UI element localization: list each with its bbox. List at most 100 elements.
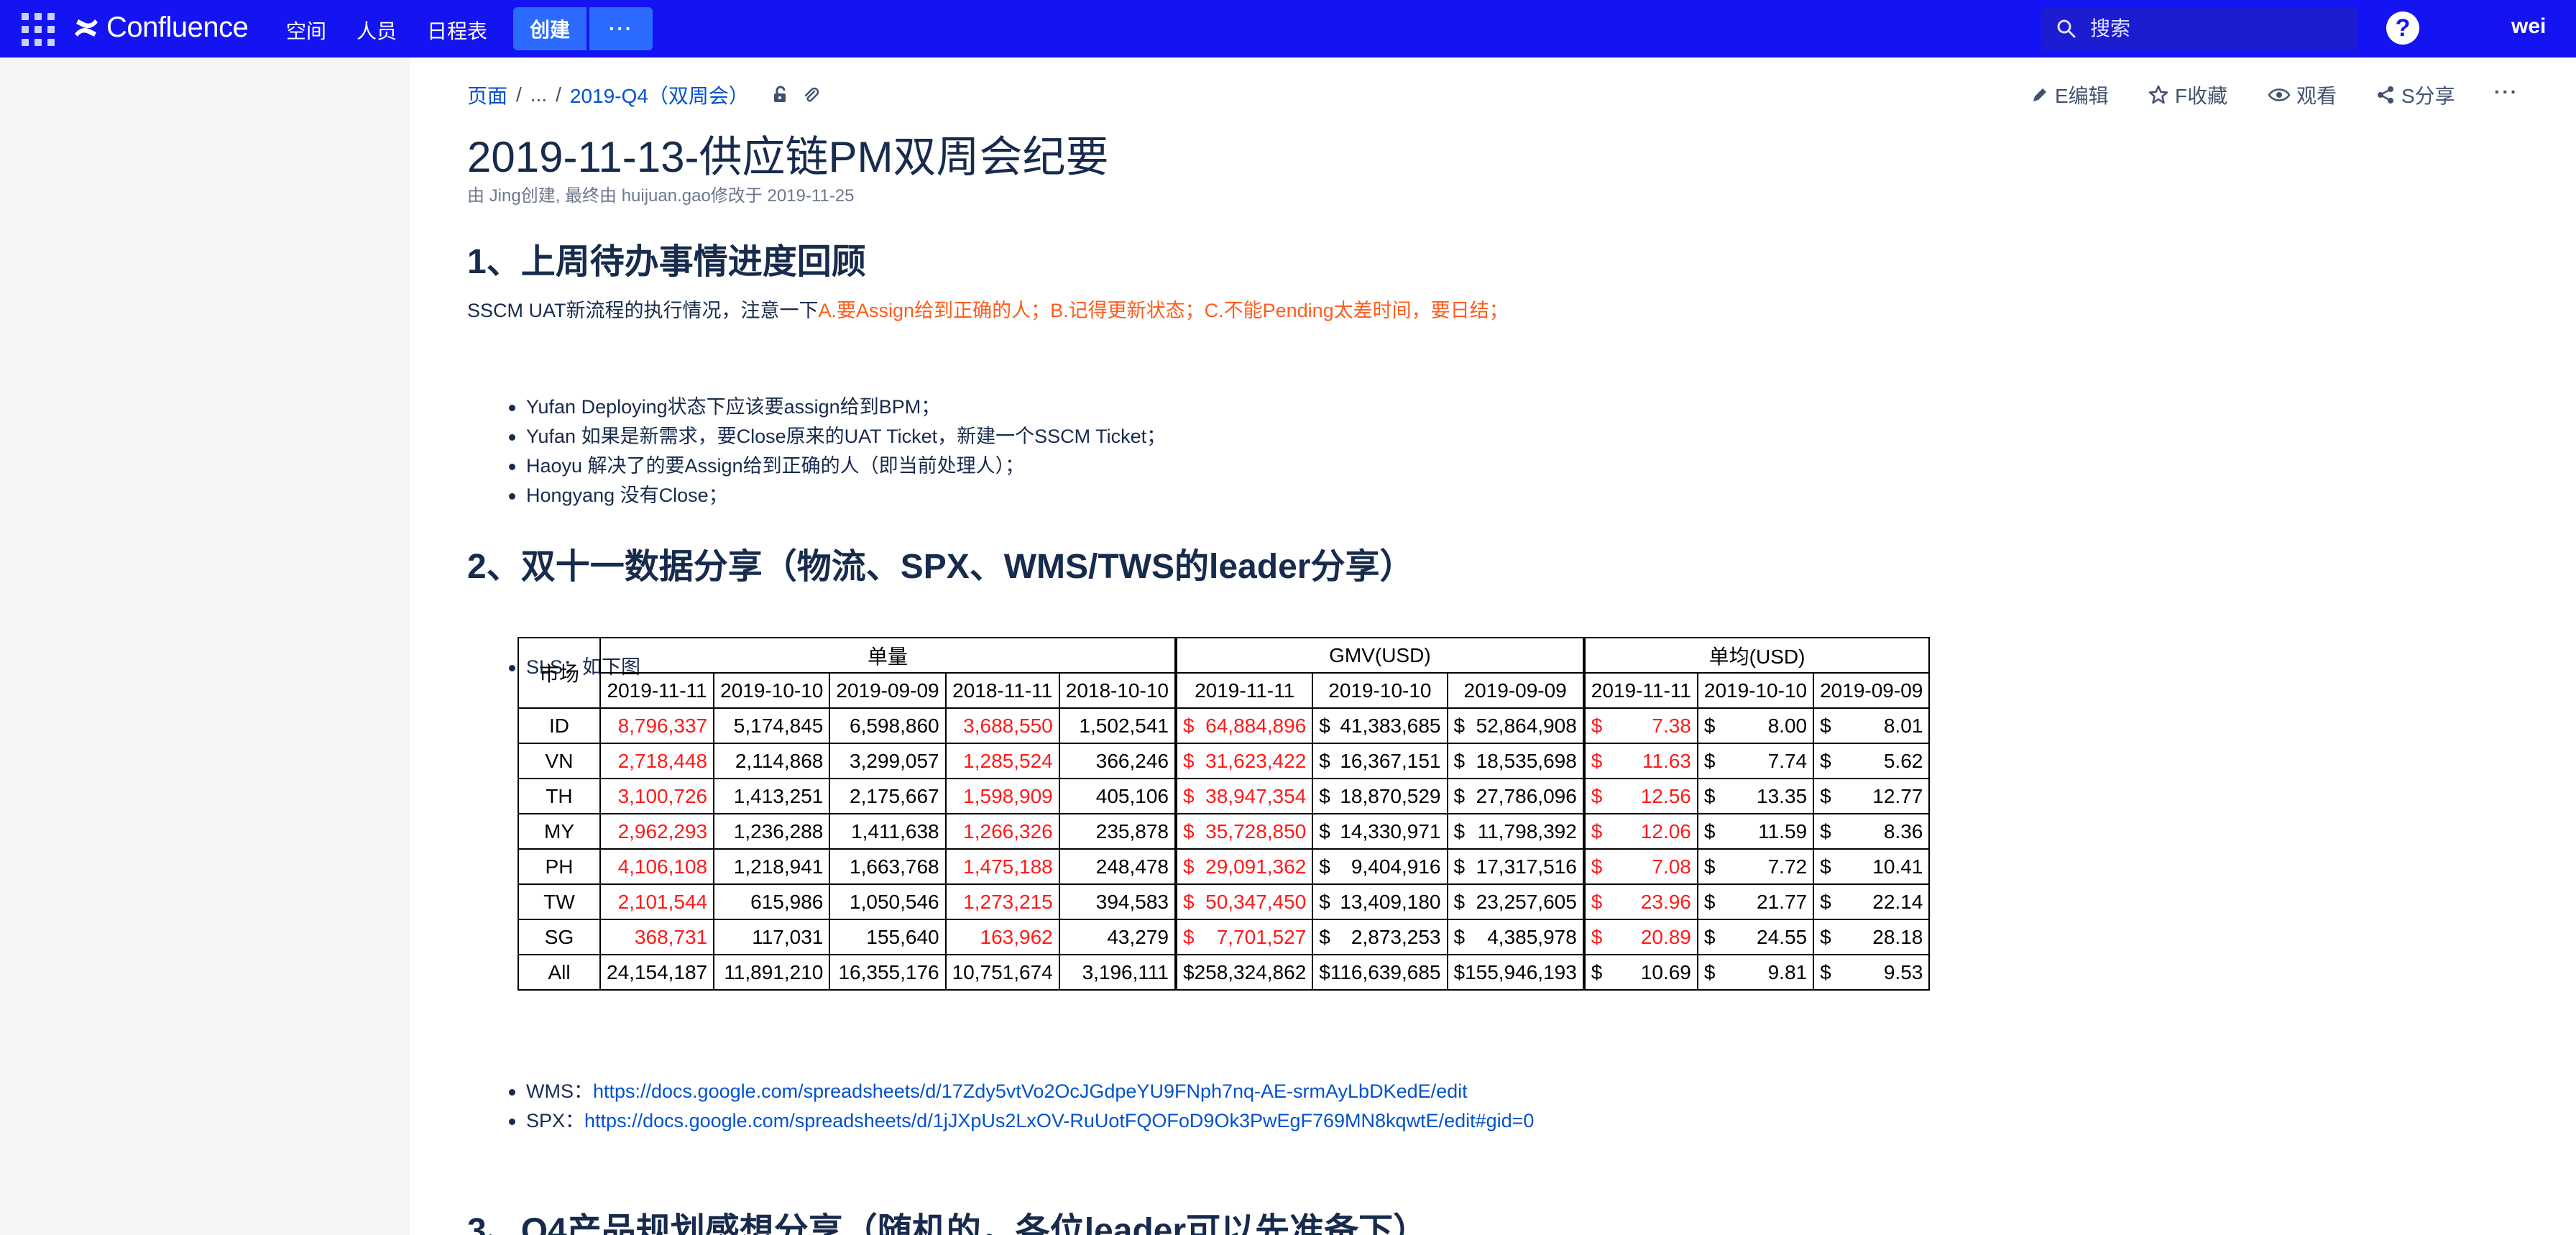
group-header-avg: 单均(USD) <box>1582 637 1931 674</box>
edit-button[interactable]: E编辑 <box>2030 81 2109 109</box>
create-more-button[interactable]: ··· <box>589 7 653 50</box>
user-menu[interactable]: wei <box>2511 14 2547 38</box>
gmv-cell: $50,347,450 <box>1174 883 1314 920</box>
avg-value: 12.06 <box>1640 819 1691 843</box>
page-content: 页面 / ... / 2019-Q4（双周会） E编辑 F收藏 观看 S分享 ·… <box>467 58 2566 1235</box>
currency-symbol: $ <box>1591 925 1603 948</box>
gmv-cell: $38,947,354 <box>1174 778 1314 814</box>
currency-symbol: $ <box>1453 960 1466 983</box>
section-1-intro: SSCM UAT新流程的执行情况，注意一下A.要Assign给到正确的人；B.记… <box>467 295 1509 323</box>
date-header: 2018-11-11 <box>944 672 1060 709</box>
gmv-cell: $31,623,422 <box>1174 743 1314 779</box>
avg-value: 9.81 <box>1767 960 1808 983</box>
breadcrumb-separator: / <box>556 83 561 106</box>
orders-cell: 615,986 <box>713 883 831 920</box>
share-button[interactable]: S分享 <box>2375 81 2455 109</box>
currency-symbol: $ <box>1703 855 1716 878</box>
orders-cell: 163,962 <box>944 919 1060 955</box>
avg-value: 22.14 <box>1872 890 1923 913</box>
currency-symbol: $ <box>1820 925 1831 948</box>
avg-value: 12.77 <box>1872 784 1923 807</box>
avg-value: 24.55 <box>1757 925 1808 948</box>
avg-value: 5.62 <box>1883 749 1923 772</box>
currency-symbol: $ <box>1591 819 1603 843</box>
orders-cell: 155,640 <box>829 919 947 955</box>
currency-symbol: $ <box>1182 819 1195 843</box>
spx-link[interactable]: https://docs.google.com/spreadsheets/d/1… <box>584 1110 1535 1131</box>
list-item-wms: WMS：https://docs.google.com/spreadsheets… <box>509 1077 1534 1106</box>
watch-button[interactable]: 观看 <box>2268 81 2337 109</box>
favorite-button[interactable]: F收藏 <box>2148 81 2227 109</box>
create-button[interactable]: 创建 <box>513 7 586 50</box>
avg-value: 7.08 <box>1652 855 1691 878</box>
currency-symbol: $ <box>1182 960 1195 983</box>
gmv-cell: $41,383,685 <box>1312 707 1448 744</box>
orders-cell: 24,154,187 <box>599 954 715 991</box>
avg-cell: $10.69 <box>1582 954 1698 991</box>
table-row: VN 2,718,448 2,114,868 3,299,057 1,285,524 36… <box>518 743 1931 779</box>
orders-cell: 1,663,768 <box>829 848 947 885</box>
avg-cell: $13.35 <box>1696 778 1815 814</box>
gmv-cell: $35,728,850 <box>1174 813 1314 850</box>
breadcrumb-pages[interactable]: 页面 <box>467 85 508 107</box>
avg-value: 28.18 <box>1872 925 1923 948</box>
currency-symbol: $ <box>1820 819 1831 843</box>
orders-cell: 2,718,448 <box>599 743 715 779</box>
currency-symbol: $ <box>1182 890 1195 913</box>
date-header: 2019-09-09 <box>1446 672 1585 709</box>
nav-calendars[interactable]: 日程表 <box>427 20 488 42</box>
wms-link[interactable]: https://docs.google.com/spreadsheets/d/1… <box>592 1080 1468 1102</box>
gmv-value: 35,728,850 <box>1205 819 1307 843</box>
confluence-logo[interactable]: Confluence <box>72 12 249 44</box>
page-byline: 由 Jing创建, 最终由 huijuan.gao修改于 2019-11-25 <box>467 186 855 206</box>
more-actions-button[interactable]: ··· <box>2494 81 2518 103</box>
breadcrumb-ellipsis[interactable]: ... <box>530 83 548 106</box>
orders-cell: 1,236,288 <box>713 813 831 850</box>
section-2-heading: 2、双十一数据分享（物流、SPX、WMS/TWS的leader分享） <box>467 548 1414 586</box>
currency-symbol: $ <box>1319 925 1330 948</box>
gmv-cell: $14,330,971 <box>1312 813 1448 850</box>
nav-spaces[interactable]: 空间 <box>286 20 327 42</box>
currency-symbol: $ <box>1453 925 1466 948</box>
gmv-cell: $13,409,180 <box>1312 883 1448 920</box>
help-icon[interactable]: ? <box>2386 12 2419 45</box>
gmv-cell: $2,873,253 <box>1312 919 1448 955</box>
avg-cell: $20.89 <box>1582 919 1698 955</box>
gmv-cell: $258,324,862 <box>1174 954 1314 991</box>
currency-symbol: $ <box>1591 855 1603 878</box>
gmv-value: 9,404,916 <box>1351 855 1441 878</box>
orders-cell: 235,878 <box>1058 813 1177 850</box>
avg-cell: $11.59 <box>1696 813 1815 850</box>
app-switcher-icon[interactable] <box>22 13 55 46</box>
gmv-cell: $64,884,896 <box>1174 707 1314 744</box>
sls-data-table: 市场 单量 GMV(USD) 单均(USD) 2019-11-11 2019-10… <box>518 637 1931 991</box>
currency-symbol: $ <box>1703 714 1716 737</box>
search-input[interactable] <box>2090 17 2349 40</box>
attachment-icon[interactable] <box>801 85 821 105</box>
orders-cell: 368,731 <box>599 919 715 955</box>
currency-symbol: $ <box>1453 890 1466 913</box>
search-box[interactable] <box>2041 7 2358 50</box>
avg-cell: $8.01 <box>1813 707 1931 744</box>
currency-symbol: $ <box>1319 855 1330 878</box>
page-title: 2019-11-13-供应链PM双周会纪要 <box>467 133 1109 181</box>
gmv-value: 52,864,908 <box>1476 714 1577 737</box>
orders-cell: 394,583 <box>1058 883 1177 920</box>
avg-cell: $24.55 <box>1696 919 1815 955</box>
nav-people[interactable]: 人员 <box>356 20 397 42</box>
gmv-value: 11,798,392 <box>1477 819 1577 843</box>
currency-symbol: $ <box>1182 784 1195 807</box>
gmv-cell: $52,864,908 <box>1446 707 1585 744</box>
gmv-value: 64,884,896 <box>1205 714 1307 737</box>
orders-cell: 10,751,674 <box>944 954 1060 991</box>
unlock-icon[interactable] <box>770 85 791 105</box>
avg-cell: $7.74 <box>1696 743 1815 779</box>
table-row: ID 8,796,337 5,174,845 6,598,860 3,688,550 1,… <box>518 707 1931 744</box>
gmv-cell: $155,946,193 <box>1446 954 1585 991</box>
avg-cell: $22.14 <box>1813 883 1931 920</box>
breadcrumb-parent[interactable]: 2019-Q4（双周会） <box>569 85 749 107</box>
currency-symbol: $ <box>1319 890 1330 913</box>
wms-label: WMS： <box>526 1080 593 1102</box>
currency-symbol: $ <box>1703 890 1716 913</box>
currency-symbol: $ <box>1182 714 1195 737</box>
